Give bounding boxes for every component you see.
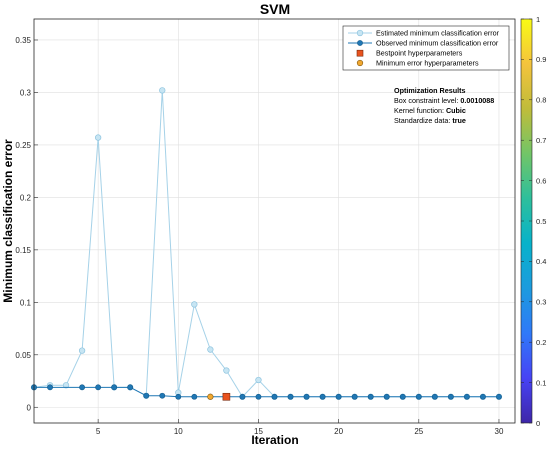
y-tick-label: 0.2 — [20, 193, 32, 202]
colorbar-tick-label: 0.4 — [536, 257, 546, 266]
colorbar-tick-label: 1 — [536, 15, 540, 24]
x-tick-label: 30 — [495, 427, 504, 436]
observed-error-point — [383, 393, 390, 400]
observed-error-point — [47, 384, 53, 391]
results-line-kernel: Kernel function: Cubic — [394, 106, 466, 115]
y-tick-labels: 0 0.05 0.1 0.15 0.2 0.25 0.3 0.35 — [15, 36, 31, 412]
legend-estimated-marker — [356, 29, 364, 37]
colorbar-tick-label: 0.9 — [536, 55, 546, 64]
observed-error-point — [351, 393, 358, 400]
optimization-results: Optimization Results Box constraint leve… — [394, 86, 494, 125]
colorbar-tick-label: 0.2 — [536, 338, 546, 347]
chart-title: SVM — [260, 1, 290, 17]
x-tick-label: 15 — [254, 427, 263, 436]
observed-error-point — [303, 393, 310, 400]
y-tick-label: 0.35 — [15, 36, 31, 45]
x-axis-label: Iteration — [251, 433, 298, 447]
observed-error-point — [463, 393, 470, 400]
observed-error-point — [159, 392, 166, 399]
plot-area — [34, 19, 515, 423]
y-tick-label: 0.25 — [15, 141, 31, 150]
x-tick-label: 25 — [414, 427, 423, 436]
legend-minimum-error-label: Minimum error hyperparameters — [376, 59, 479, 68]
observed-error-point — [399, 393, 406, 400]
y-tick-label: 0.3 — [20, 88, 32, 97]
observed-error-point — [127, 384, 134, 391]
estimated-error-point — [255, 376, 262, 384]
estimated-error-point — [223, 367, 230, 374]
observed-error-point — [271, 393, 278, 400]
observed-error-point — [480, 393, 486, 400]
observed-error-point — [255, 393, 262, 400]
estimated-error-point — [78, 347, 86, 354]
colorbar-tick-label: 0.5 — [536, 217, 546, 226]
observed-error-point — [111, 384, 118, 391]
estimated-error-point — [207, 346, 214, 353]
plot-frame — [33, 18, 516, 424]
results-line-box-constraint: Box constraint level: 0.0010088 — [394, 96, 494, 105]
results-kernel-value: Cubic — [446, 106, 466, 115]
minimum-error-point — [207, 393, 214, 400]
observed-error-point — [496, 393, 502, 400]
y-tick-label: 0.05 — [15, 351, 31, 360]
results-line-standardize: Standardize data: true — [394, 116, 466, 125]
colorbar-tick-label: 0.8 — [536, 96, 546, 105]
observed-error-point — [367, 393, 374, 400]
observed-error-point — [431, 393, 438, 400]
estimated-error-point — [191, 301, 198, 308]
observed-error-point — [79, 384, 85, 391]
grid — [34, 19, 515, 423]
estimated-error-point — [159, 87, 166, 94]
x-tick-label: 5 — [96, 427, 101, 436]
estimated-error-point — [62, 382, 70, 389]
legend-observed-label: Observed minimum classification error — [376, 39, 499, 48]
legend-observed-marker — [357, 40, 363, 46]
observed-error-point — [95, 384, 102, 391]
legend: Estimated minimum classification error O… — [342, 25, 510, 71]
x-tick-label: 20 — [334, 427, 343, 436]
legend-bestpoint-label: Bestpoint hyperparameters — [376, 49, 463, 58]
results-title: Optimization Results — [394, 86, 465, 95]
observed-error-point — [287, 393, 294, 400]
legend-minimum-error-marker — [356, 59, 364, 67]
y-tick-label: 0.15 — [15, 246, 31, 255]
y-axis-label: Minimum classification error — [1, 139, 15, 303]
x-tick-labels: 5 10 15 20 25 30 — [96, 427, 504, 436]
colorbar-tick-label: 0.6 — [536, 176, 546, 185]
observed-error-point — [175, 393, 182, 400]
results-kernel-label: Kernel function: — [394, 106, 446, 115]
series-layer — [30, 87, 503, 401]
observed-error-point — [239, 393, 246, 400]
results-box-constraint-label: Box constraint level: — [394, 96, 460, 105]
x-tick-label: 10 — [174, 427, 183, 436]
observed-error-point — [319, 393, 326, 400]
colorbar-tick-label: 0.7 — [536, 136, 546, 145]
colorbar-tick-label: 0.3 — [536, 298, 546, 307]
legend-bestpoint-marker — [356, 49, 364, 57]
legend-estimated-label: Estimated minimum classification error — [376, 29, 500, 38]
observed-error-point — [335, 393, 342, 400]
observed-error-point — [415, 393, 422, 400]
results-standardize-value: true — [452, 116, 466, 125]
results-box-constraint-value: 0.0010088 — [460, 96, 494, 105]
colorbar-tick-labels: 0 0.1 0.2 0.3 0.4 0.5 0.6 0.7 0.8 0.9 1 — [521, 15, 546, 428]
observed-error-point — [191, 393, 198, 400]
y-tick-label: 0.1 — [20, 298, 32, 307]
bestpoint-marker — [222, 392, 231, 401]
y-tick-label: 0 — [27, 403, 32, 412]
observed-error-point — [143, 392, 150, 399]
colorbar-tick-label: 0.1 — [536, 378, 546, 387]
estimated-error-point — [94, 134, 102, 141]
results-standardize-label: Standardize data: — [394, 116, 452, 125]
colorbar-tick-label: 0 — [536, 419, 540, 428]
observed-error-point — [447, 393, 454, 400]
